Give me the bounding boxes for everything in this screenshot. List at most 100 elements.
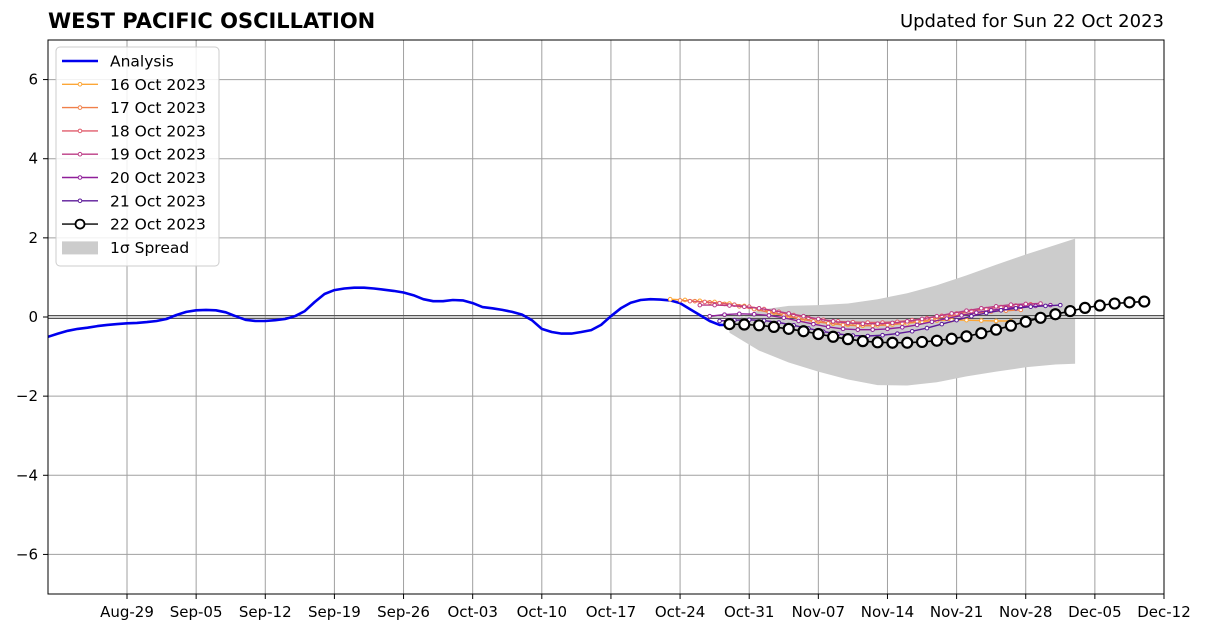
forecast-point — [737, 311, 742, 317]
legend-marker — [77, 151, 83, 157]
forecast-point — [1138, 295, 1151, 308]
legend-item-19-oct-2023: 19 Oct 2023 — [62, 146, 206, 164]
forecast-point — [812, 327, 825, 341]
x-tick-label: Oct-24 — [655, 603, 705, 621]
forecast-point — [934, 313, 940, 319]
forecast-point — [949, 311, 954, 316]
forecast-point — [1008, 302, 1014, 308]
forecast-series — [667, 295, 1151, 349]
y-tick-label: 0 — [28, 308, 38, 326]
forecast-point — [841, 333, 855, 346]
forecast-point — [875, 321, 880, 327]
forecast-point — [929, 319, 935, 325]
y-tick-label: −2 — [16, 387, 38, 405]
x-tick-label: Nov-28 — [999, 603, 1052, 621]
forecast-point — [845, 320, 851, 326]
forecast-point — [723, 318, 736, 331]
legend-label: 22 Oct 2023 — [110, 216, 206, 234]
legend-marker — [77, 105, 83, 110]
y-tick-label: 4 — [28, 150, 38, 168]
x-tick-label: Oct-17 — [586, 603, 636, 621]
forecast-point — [993, 304, 999, 309]
forecast-point — [914, 322, 920, 328]
forecast-point — [1013, 305, 1019, 311]
forecast-point — [1028, 304, 1033, 310]
x-tick-label: Aug-29 — [100, 603, 154, 621]
forecast-point — [697, 302, 703, 308]
analysis-series — [47, 286, 730, 339]
forecast-point — [677, 298, 683, 303]
legend-item-18-oct-2023: 18 Oct 2023 — [62, 122, 206, 140]
forecast-point — [939, 321, 945, 327]
y-tick-label: −6 — [16, 545, 38, 563]
forecast-point — [990, 323, 1003, 336]
forecast-19-oct-2023 — [697, 301, 1043, 327]
forecast-point — [752, 319, 766, 332]
forecast-point — [840, 322, 846, 328]
forecast-point — [751, 311, 757, 317]
forecast-point — [1034, 311, 1047, 324]
forecast-point — [1019, 315, 1032, 328]
legend-item-22-oct-2023: 22 Oct 2023 — [62, 216, 206, 234]
legend-item-21-oct-2023: 21 Oct 2023 — [62, 192, 206, 210]
forecast-point — [998, 307, 1004, 313]
legend-marker — [77, 82, 83, 87]
forecast-point — [717, 300, 722, 306]
x-tick-label: Oct-10 — [517, 603, 567, 621]
forecast-point — [899, 324, 905, 330]
forecast-point — [974, 310, 979, 315]
forecast-point — [756, 305, 762, 311]
forecast-point — [738, 318, 751, 331]
forecast-point — [796, 318, 801, 324]
forecast-point — [915, 335, 929, 349]
analysis-line — [47, 286, 730, 339]
legend: Analysis 16 Oct 2023 17 Oct 2023 18 Oct 202… — [55, 46, 220, 267]
y-tick-label: 2 — [28, 229, 38, 247]
forecast-point — [782, 322, 795, 335]
forecast-point — [885, 326, 890, 332]
forecast-point — [781, 315, 787, 321]
legend-marker — [77, 198, 83, 204]
legend-label: Analysis — [110, 53, 174, 71]
forecast-point — [993, 318, 999, 324]
forecast-point — [717, 318, 722, 324]
forecast-point — [1093, 299, 1106, 312]
forecast-point — [944, 316, 950, 321]
legend-label: 18 Oct 2023 — [110, 122, 206, 140]
x-axis: Aug-29 Sep-05 Sep-12 Sep-19 Sep-26 Oct-03 Oct-… — [100, 594, 1191, 621]
forecast-point — [667, 296, 673, 302]
legend-label: 19 Oct 2023 — [110, 146, 206, 164]
forecast-point — [1049, 308, 1062, 321]
x-tick-label: Nov-14 — [861, 603, 914, 621]
forecast-point — [975, 327, 988, 340]
legend-label: 1σ Spread — [110, 239, 189, 257]
forecast-point — [856, 335, 869, 348]
forecast-point — [871, 336, 884, 349]
x-tick-label: Nov-07 — [792, 603, 845, 621]
legend-item-16-oct-2023: 16 Oct 2023 — [62, 76, 206, 94]
x-tick-label: Oct-31 — [724, 603, 774, 621]
forecast-point — [954, 317, 959, 323]
x-tick-label: Dec-05 — [1068, 603, 1122, 621]
forecast-point — [830, 319, 836, 324]
x-tick-label: Oct-03 — [447, 603, 497, 621]
x-tick-label: Sep-05 — [170, 603, 223, 621]
y-tick-label: 6 — [28, 71, 38, 89]
spread-band — [729, 238, 1076, 386]
forecast-point — [1043, 303, 1048, 309]
forecast-point — [722, 312, 727, 317]
forecast-point — [909, 328, 915, 334]
grid — [48, 40, 1165, 594]
forecast-point — [1064, 304, 1077, 318]
forecast-point — [890, 320, 895, 326]
legend-item-analysis: Analysis — [62, 53, 174, 71]
legend-box — [55, 46, 220, 267]
forecast-point — [707, 313, 712, 319]
forecast-point — [919, 316, 925, 322]
forecast-22-oct-2023 — [723, 295, 1151, 349]
forecast-point — [983, 310, 989, 316]
y-axis: −6 −4 −2 0 2 4 6 — [16, 71, 48, 563]
forecast-point — [978, 305, 984, 311]
forecast-point — [811, 321, 816, 327]
